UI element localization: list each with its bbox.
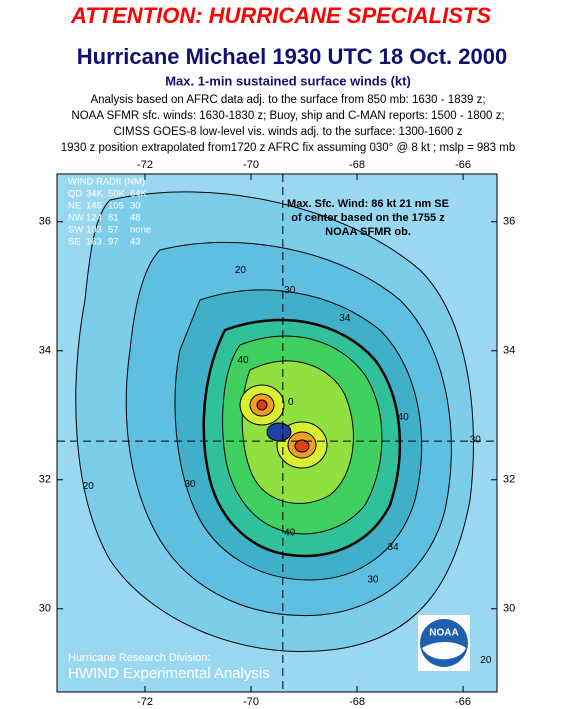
contour-fill (256, 399, 268, 411)
x-tick-label: -72 (137, 159, 153, 171)
legend-title: WIND RADII (NM) (68, 177, 145, 188)
legend-cell: 81 (108, 213, 119, 224)
contour-label: 30 (284, 285, 296, 296)
x-tick-label: -70 (243, 696, 259, 708)
eye (266, 422, 292, 442)
y-tick-label: 36 (39, 216, 51, 228)
legend-cell: 43 (130, 237, 141, 248)
contour-map (57, 174, 497, 692)
contour-label: 0 (288, 397, 294, 408)
legend-cell: none (130, 225, 151, 236)
note-line: NOAA SFMR sfc. winds: 1630-1830 z; Buoy,… (71, 110, 504, 122)
legend-cell: 48 (130, 213, 141, 224)
notes: Analysis based on AFRC data adj. to the … (61, 94, 515, 154)
legend-cell: 105 (108, 201, 124, 212)
map-frame (56, 173, 498, 693)
x-tick-label: -72 (137, 696, 153, 708)
annotation: Max. Sfc. Wind: 86 kt 21 nm SE (287, 198, 449, 210)
y-tick-label: 34 (39, 345, 51, 357)
y-tick-label: 30 (39, 603, 51, 615)
y-tick-label: 30 (503, 603, 515, 615)
note-line: Analysis based on AFRC data adj. to the … (90, 94, 485, 106)
credit: HWIND Experimental Analysis (68, 665, 270, 682)
legend-cell: NE (68, 201, 81, 212)
y-tick-label: 32 (503, 474, 515, 486)
legend-cell: QD (68, 189, 82, 200)
x-tick-label: -68 (349, 159, 365, 171)
title: Hurricane Michael 1930 UTC 18 Oct. 2000 (77, 44, 507, 69)
annotation: of center based on the 1755 z (291, 212, 445, 224)
contour-label: 20 (83, 481, 95, 492)
wind-radii-legend: WIND RADII (NM)QD 34K 50K 64K NE 145 105 30 NW 12… (68, 177, 151, 248)
legend-cell: SW (68, 225, 83, 236)
note-line: 1930 z position extrapolated from1720 z … (61, 142, 515, 154)
contour-label: 40 (284, 527, 296, 538)
contour-label: 30 (367, 574, 379, 585)
logo-text: NOAA (429, 628, 458, 639)
logo-gull (422, 642, 466, 660)
x-tick-label: -66 (455, 696, 471, 708)
alert: ATTENTION: HURRICANE SPECIALISTS (70, 3, 491, 28)
legend-cell: 57 (108, 225, 119, 236)
x-tick-label: -66 (455, 159, 471, 171)
subtitle: Max. 1-min sustained surface winds (kt) (165, 73, 411, 88)
contour-label: 40 (238, 355, 250, 366)
legend-cell: NW (68, 213, 84, 224)
credit: Hurricane Research Division: (68, 652, 210, 664)
legend-cell: 64K (130, 189, 148, 200)
x-tick-label: -68 (349, 696, 365, 708)
contour-label: 34 (339, 313, 351, 324)
contour-label: 34 (388, 542, 400, 553)
contour-label: 40 (398, 412, 410, 423)
note-line: CIMSS GOES-8 low-level vis. winds adj. t… (114, 126, 463, 138)
legend-cell: 50K (108, 189, 126, 200)
y-tick-label: 36 (503, 216, 515, 228)
legend-cell: 103 (86, 225, 102, 236)
annotation: NOAA SFMR ob. (325, 226, 411, 238)
legend-cell: 145 (86, 201, 102, 212)
contour-fill (294, 439, 310, 453)
legend-cell: 30 (130, 201, 141, 212)
legend-cell: 97 (108, 237, 119, 248)
y-tick-label: 34 (503, 345, 515, 357)
legend-cell: SE (68, 237, 81, 248)
contour-label: 20 (235, 265, 247, 276)
contour-label: 20 (480, 655, 492, 666)
legend-cell: 163 (86, 237, 102, 248)
y-tick-label: 32 (39, 474, 51, 486)
contour-label: 30 (470, 434, 482, 445)
contour-label: 30 (184, 479, 196, 490)
logo: NOAA (418, 615, 470, 671)
legend-cell: 124 (86, 213, 102, 224)
legend-cell: 34K (86, 189, 104, 200)
x-tick-label: -70 (243, 159, 259, 171)
